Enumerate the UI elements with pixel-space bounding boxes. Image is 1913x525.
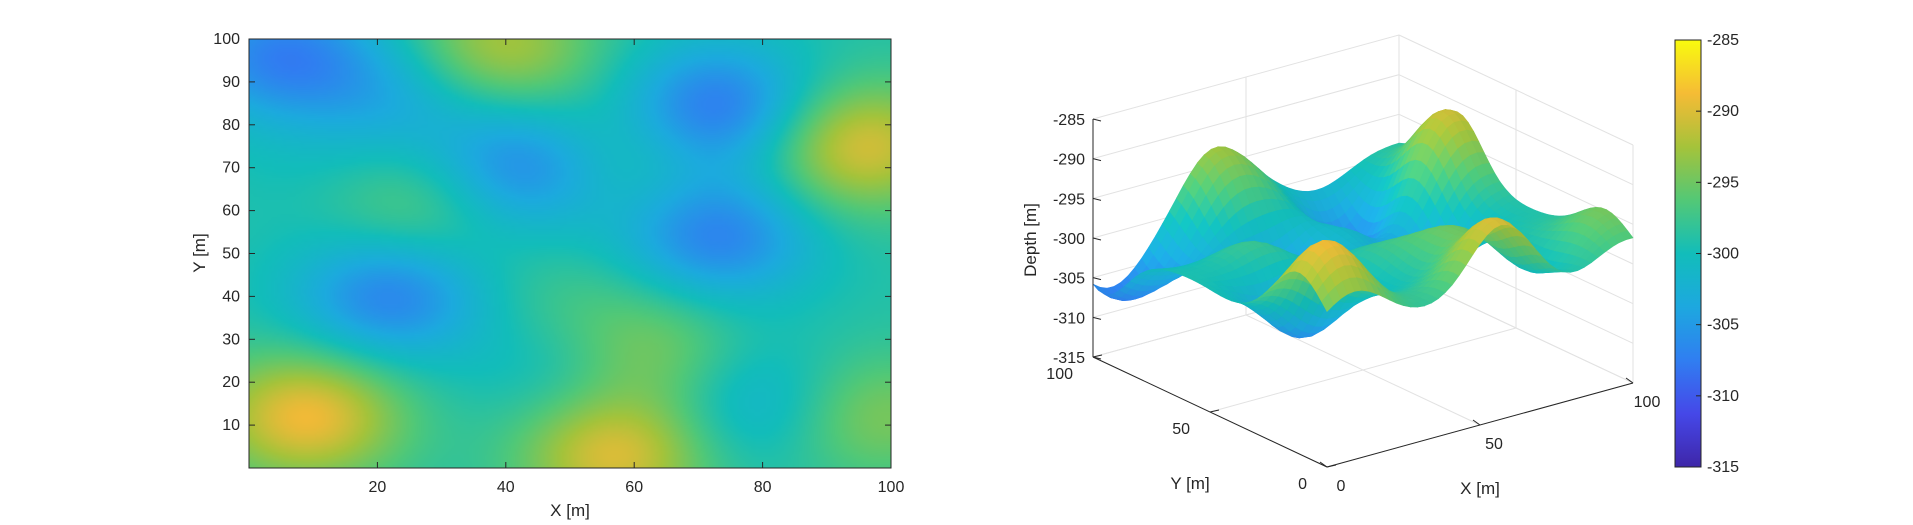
map-x-tick-label: 60 xyxy=(625,479,643,496)
map-y-tick-label: 80 xyxy=(222,117,240,134)
surface-y-label: Y [m] xyxy=(1170,474,1209,493)
surface-x-tick-label: 0 xyxy=(1337,478,1346,495)
map-x-tick-label: 20 xyxy=(369,479,387,496)
surface-x-tick-mark xyxy=(1625,377,1634,384)
surface-z-tick-mark xyxy=(1092,316,1102,320)
colorbar-tick-label: -295 xyxy=(1707,174,1739,191)
colorbar: -315 -310 -305 -300 -295 -290 -285 xyxy=(1674,32,1739,476)
surface-z-tick-label: -310 xyxy=(1053,310,1085,327)
colorbar-tick-label: -315 xyxy=(1707,459,1739,476)
surface-y-tick-label: 100 xyxy=(1046,366,1073,383)
map-x-tick-label: 40 xyxy=(497,479,515,496)
map-x-ticks: 20 40 60 80 100 xyxy=(369,39,905,496)
surface-z-tick-label: -285 xyxy=(1053,112,1085,129)
surface-x-tick-mark xyxy=(1319,461,1328,468)
surface-grid-line xyxy=(1092,113,1400,199)
map-y-tick-label: 40 xyxy=(222,288,240,305)
map-x-tick-label: 100 xyxy=(878,479,905,496)
colorbar-tick-label: -290 xyxy=(1707,103,1739,120)
surface-z-tick-label: -315 xyxy=(1053,350,1085,367)
surface-z-tick-mark xyxy=(1092,197,1102,201)
colorbar-tick-label: -300 xyxy=(1707,246,1739,263)
surface-y-tick-mark xyxy=(1092,354,1103,358)
surface-mesh xyxy=(1092,109,1634,339)
map-image xyxy=(249,39,891,468)
colorbar-tick-label: -310 xyxy=(1707,388,1739,405)
colorbar-tick-label: -305 xyxy=(1707,317,1739,334)
map-y-tick-label: 70 xyxy=(222,160,240,177)
surface-grid-line xyxy=(1092,74,1400,160)
surface-x-tick-label: 100 xyxy=(1634,394,1661,411)
surface-z-tick-label: -305 xyxy=(1053,271,1085,288)
map-y-tick-label: 100 xyxy=(213,31,240,48)
map-x-tick-label: 80 xyxy=(754,479,772,496)
surface-z-tick-mark xyxy=(1092,118,1102,122)
surface-y-tick-mark xyxy=(1209,409,1220,413)
map-x-label: X [m] xyxy=(550,501,590,520)
surface-y-tick-label: 0 xyxy=(1298,476,1307,493)
map-y-tick-label: 20 xyxy=(222,374,240,391)
map-y-tick-label: 50 xyxy=(222,246,240,263)
colorbar-ticks: -315 -310 -305 -300 -295 -290 -285 xyxy=(1696,32,1739,476)
surface-z-tick-mark xyxy=(1092,277,1102,281)
map-y-label: Y [m] xyxy=(190,233,209,272)
map-y-tick-label: 60 xyxy=(222,203,240,220)
map-y-ticks: 10 20 30 40 50 60 70 80 90 100 xyxy=(213,31,891,434)
surface-z-tick-label: -295 xyxy=(1053,191,1085,208)
surface-grid-line xyxy=(1398,34,1634,146)
surface-y-tick-label: 50 xyxy=(1172,421,1190,438)
surface-grid-line xyxy=(1209,327,1517,413)
surface-z-tick-label: -290 xyxy=(1053,152,1085,169)
colorbar-tick-label: -285 xyxy=(1707,32,1739,49)
surface-plot: 050100050100-315-310-305-300-295-290-285… xyxy=(1021,34,1660,498)
map-y-tick-label: 10 xyxy=(222,417,240,434)
surface-y-tick-mark xyxy=(1326,464,1337,468)
surface-z-tick-mark xyxy=(1092,237,1102,241)
surface-x-label: X [m] xyxy=(1460,479,1500,498)
surface-grid-line xyxy=(1092,34,1400,120)
surface-z-label: Depth [m] xyxy=(1021,203,1040,277)
surface-z-tick-mark xyxy=(1092,158,1102,162)
surface-z-tick-label: -300 xyxy=(1053,231,1085,248)
surface-x-tick-mark xyxy=(1472,419,1481,426)
surface-x-tick-label: 50 xyxy=(1485,436,1503,453)
surface-patch xyxy=(1620,230,1634,241)
surface-grid-line xyxy=(1398,74,1634,186)
map-y-tick-label: 90 xyxy=(222,74,240,91)
surface-z-tick-mark xyxy=(1092,356,1102,360)
map-raster xyxy=(249,39,891,468)
map-y-tick-label: 30 xyxy=(222,331,240,348)
